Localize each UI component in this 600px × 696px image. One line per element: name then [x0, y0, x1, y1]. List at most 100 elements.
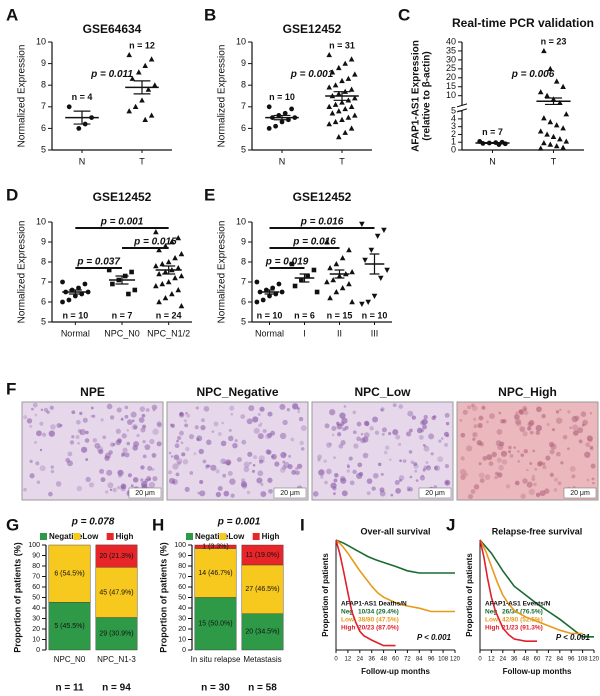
micrograph-texture — [481, 405, 486, 410]
micrograph-texture — [29, 424, 33, 428]
point — [541, 47, 547, 54]
micrograph-texture — [488, 461, 494, 466]
micrograph-texture — [96, 446, 104, 453]
survival-curve — [479, 539, 537, 642]
x-tick-label: 48 — [522, 657, 529, 663]
point — [136, 69, 142, 75]
n-label: n = 24 — [156, 310, 182, 320]
x-tick-label: I — [303, 328, 306, 338]
micrograph-texture — [559, 408, 562, 412]
point — [544, 92, 550, 98]
y-tick-label: 20 — [446, 72, 456, 82]
micrograph-texture — [549, 449, 555, 455]
micrograph-texture — [120, 417, 124, 421]
micrograph-texture — [200, 424, 206, 431]
point — [339, 255, 346, 261]
micrograph-texture — [168, 470, 173, 475]
micrograph-texture — [344, 425, 349, 430]
micrograph-texture — [189, 471, 194, 475]
micrograph-texture — [381, 427, 387, 433]
micrograph-texture — [445, 421, 450, 426]
legend-swatch — [252, 533, 260, 540]
y-tick-label: 10 — [236, 216, 246, 226]
micrograph-texture — [132, 419, 135, 423]
micrograph-texture — [36, 480, 41, 485]
point — [126, 291, 131, 297]
micrograph-texture — [34, 413, 38, 417]
micrograph-texture — [506, 484, 511, 489]
point — [342, 129, 348, 135]
micrograph-texture — [124, 414, 129, 419]
micrograph-texture — [77, 429, 82, 434]
micrograph-texture — [406, 431, 412, 437]
micrograph-texture — [585, 442, 591, 448]
point — [541, 115, 547, 121]
panel-label: A — [6, 5, 18, 24]
micrograph-texture — [352, 410, 357, 415]
point — [537, 128, 544, 134]
micrograph-texture — [179, 411, 184, 416]
legend-label: Low — [341, 617, 355, 624]
micrograph-texture — [346, 469, 351, 473]
micrograph-texture — [535, 492, 541, 498]
point — [333, 289, 340, 295]
micrograph-texture — [156, 441, 162, 447]
micrograph-texture — [460, 432, 466, 438]
panel-label: G — [6, 515, 19, 534]
n-label: n = 6 — [294, 310, 315, 320]
micrograph-texture — [590, 463, 596, 469]
point — [148, 56, 155, 62]
chart-title: GSE12452 — [293, 190, 352, 204]
micrograph-texture — [372, 472, 379, 479]
micrograph-texture — [246, 418, 253, 425]
chart-title: Over-all survival — [360, 526, 430, 536]
micrograph-texture — [438, 439, 442, 443]
micrograph-texture — [85, 458, 89, 462]
bar-value-label: 20 (34.5%) — [245, 629, 279, 636]
n-label: n = 94 — [102, 683, 131, 694]
y-tick-label: 20 — [32, 626, 40, 633]
micrograph-texture — [399, 479, 402, 482]
x-tick-label: 36 — [368, 657, 375, 663]
micrograph-texture — [329, 442, 332, 446]
micrograph-texture — [500, 450, 508, 457]
error-bar — [73, 110, 91, 125]
legend-stat: 38/80 (47.5%) — [358, 617, 399, 624]
n-label: n = 10 — [269, 92, 295, 102]
micrograph-texture — [31, 407, 34, 411]
micrograph-texture — [109, 415, 115, 420]
micrograph-texture — [251, 469, 255, 473]
x-tick-label: Metastasis — [243, 655, 281, 664]
micrograph-texture — [478, 462, 482, 466]
micrograph-texture — [536, 461, 543, 467]
panel-label: I — [300, 515, 305, 534]
point — [332, 101, 339, 107]
micrograph-texture — [199, 490, 206, 497]
y-tick-label: 100 — [28, 542, 40, 549]
micrograph-texture — [71, 410, 76, 415]
y-axis-label: Normalized Expression — [17, 221, 28, 324]
point — [330, 277, 336, 283]
y-tick-label: 8 — [41, 256, 46, 266]
micrograph-texture — [514, 418, 522, 425]
micrograph-texture — [253, 427, 260, 434]
point — [553, 78, 560, 84]
micrograph-texture — [85, 476, 91, 483]
micrograph-texture — [333, 478, 338, 483]
micrograph-texture — [205, 464, 209, 468]
micrograph-texture — [431, 415, 436, 421]
legend-stat: 10/34 (29.4%) — [358, 609, 399, 616]
micrograph-texture — [180, 441, 184, 445]
micrograph-texture — [252, 464, 256, 467]
point — [359, 221, 365, 227]
micrograph-texture — [526, 468, 529, 472]
y-tick-label: 5 — [41, 144, 46, 154]
micrograph-texture — [459, 468, 467, 476]
point — [326, 51, 332, 58]
n-label: n = 10 — [257, 310, 283, 320]
point — [557, 136, 563, 142]
micrograph-texture — [188, 434, 195, 440]
micrograph-texture — [326, 468, 332, 475]
point — [165, 279, 172, 285]
